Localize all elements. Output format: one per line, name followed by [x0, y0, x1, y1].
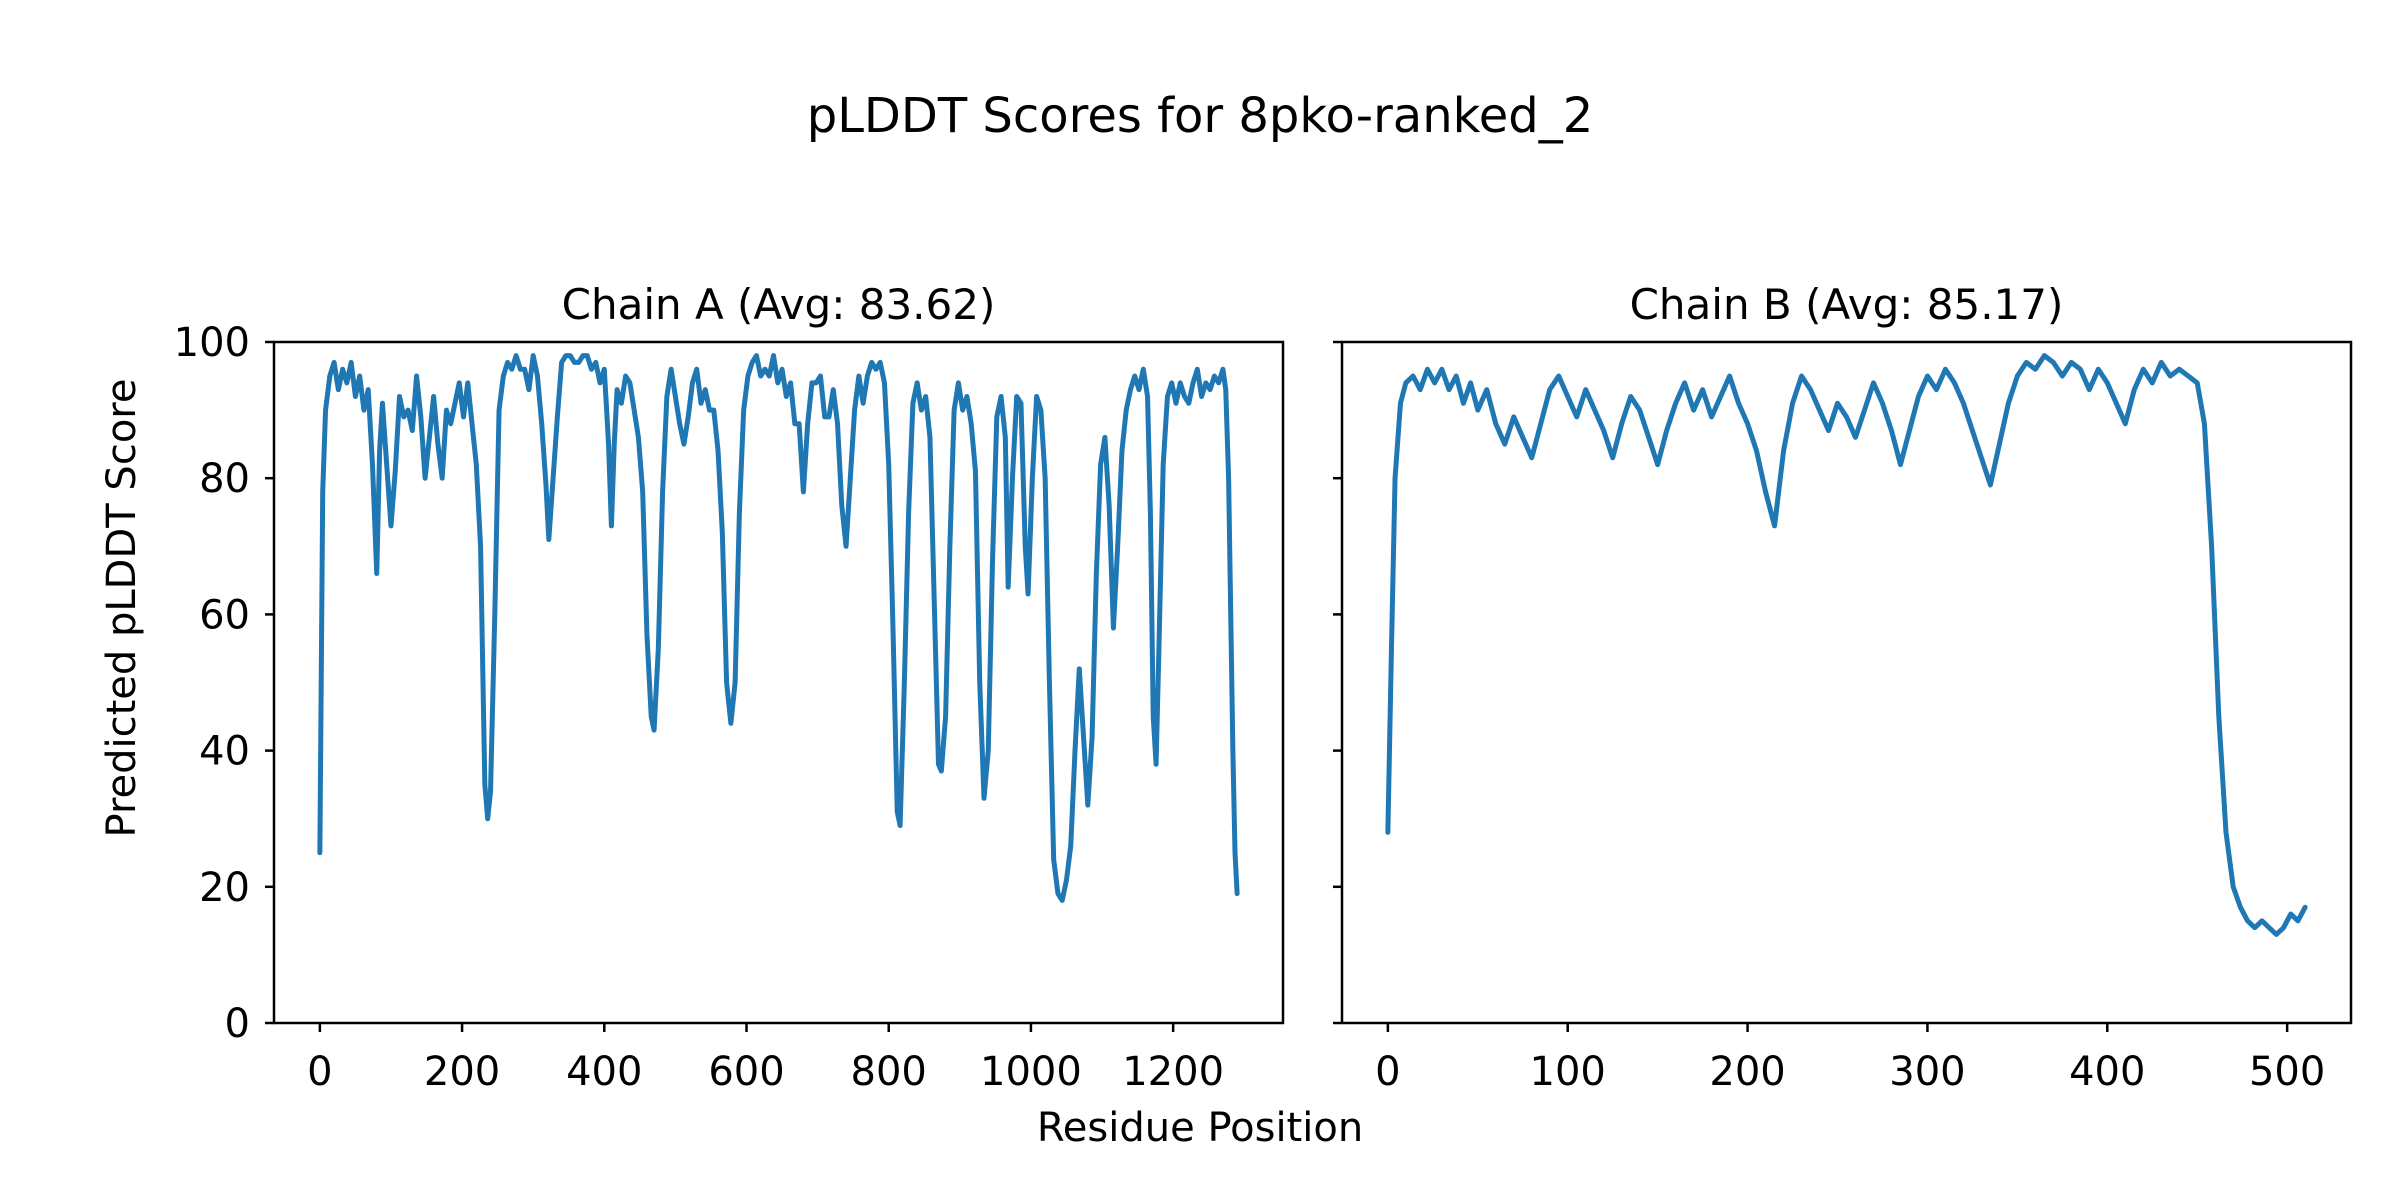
y-tick-label: 60	[199, 592, 250, 638]
x-tick-label: 1000	[980, 1049, 1082, 1095]
plddt-line	[317, 353, 1240, 903]
x-tick-label: 0	[307, 1049, 332, 1095]
x-tick-label: 200	[424, 1049, 500, 1095]
y-tick-label: 40	[199, 729, 250, 775]
figure-title: pLDDT Scores for 8pko-ranked_2	[806, 88, 1594, 144]
x-tick-label: 500	[2249, 1049, 2325, 1095]
x-axis-label: Residue Position	[1036, 1105, 1364, 1151]
x-tick-label: 1200	[1122, 1049, 1224, 1095]
y-tick-label: 80	[199, 456, 250, 502]
x-tick-label: 200	[1709, 1049, 1785, 1095]
y-tick-label: 0	[225, 1001, 250, 1047]
x-tick-label: 0	[1375, 1049, 1400, 1095]
axes-frame	[272, 340, 1285, 1025]
chain-b-title: Chain B (Avg: 85.17)	[1629, 280, 2064, 329]
y-axis-label: Predicted pLDDT Score	[99, 378, 145, 838]
chain-b-plot: 0 100 200 300 400 500	[1333, 340, 2353, 1095]
plddt-line	[1385, 353, 2308, 937]
x-tick-label: 800	[851, 1049, 927, 1095]
chain-a-title: Chain A (Avg: 83.62)	[561, 280, 996, 329]
y-tick-label: 20	[199, 865, 250, 911]
y-tick-label: 100	[174, 320, 250, 366]
axes-frame	[1340, 340, 2353, 1025]
x-tick-label: 300	[1889, 1049, 1965, 1095]
chain-a-plot: 0 200 400 600 800 1000 1200 0 20 40 60 80 100	[174, 320, 1285, 1095]
x-tick-label: 100	[1530, 1049, 1606, 1095]
x-tick-label: 400	[566, 1049, 642, 1095]
x-tick-label: 600	[708, 1049, 784, 1095]
x-tick-label: 400	[2069, 1049, 2145, 1095]
